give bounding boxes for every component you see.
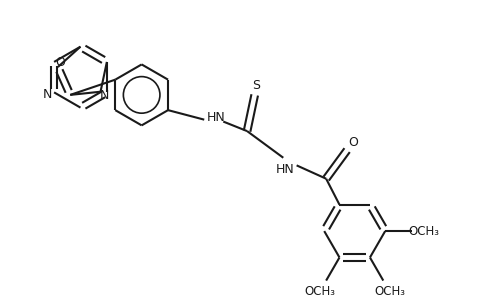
Text: HN: HN [276,163,294,176]
Text: HN: HN [206,111,225,124]
Text: OCH₃: OCH₃ [304,285,336,296]
Text: O: O [56,56,66,69]
Text: N: N [100,89,109,102]
Text: N: N [42,88,52,101]
Text: OCH₃: OCH₃ [408,225,440,238]
Text: OCH₃: OCH₃ [374,285,405,296]
Text: O: O [348,136,358,149]
Text: S: S [252,79,260,92]
